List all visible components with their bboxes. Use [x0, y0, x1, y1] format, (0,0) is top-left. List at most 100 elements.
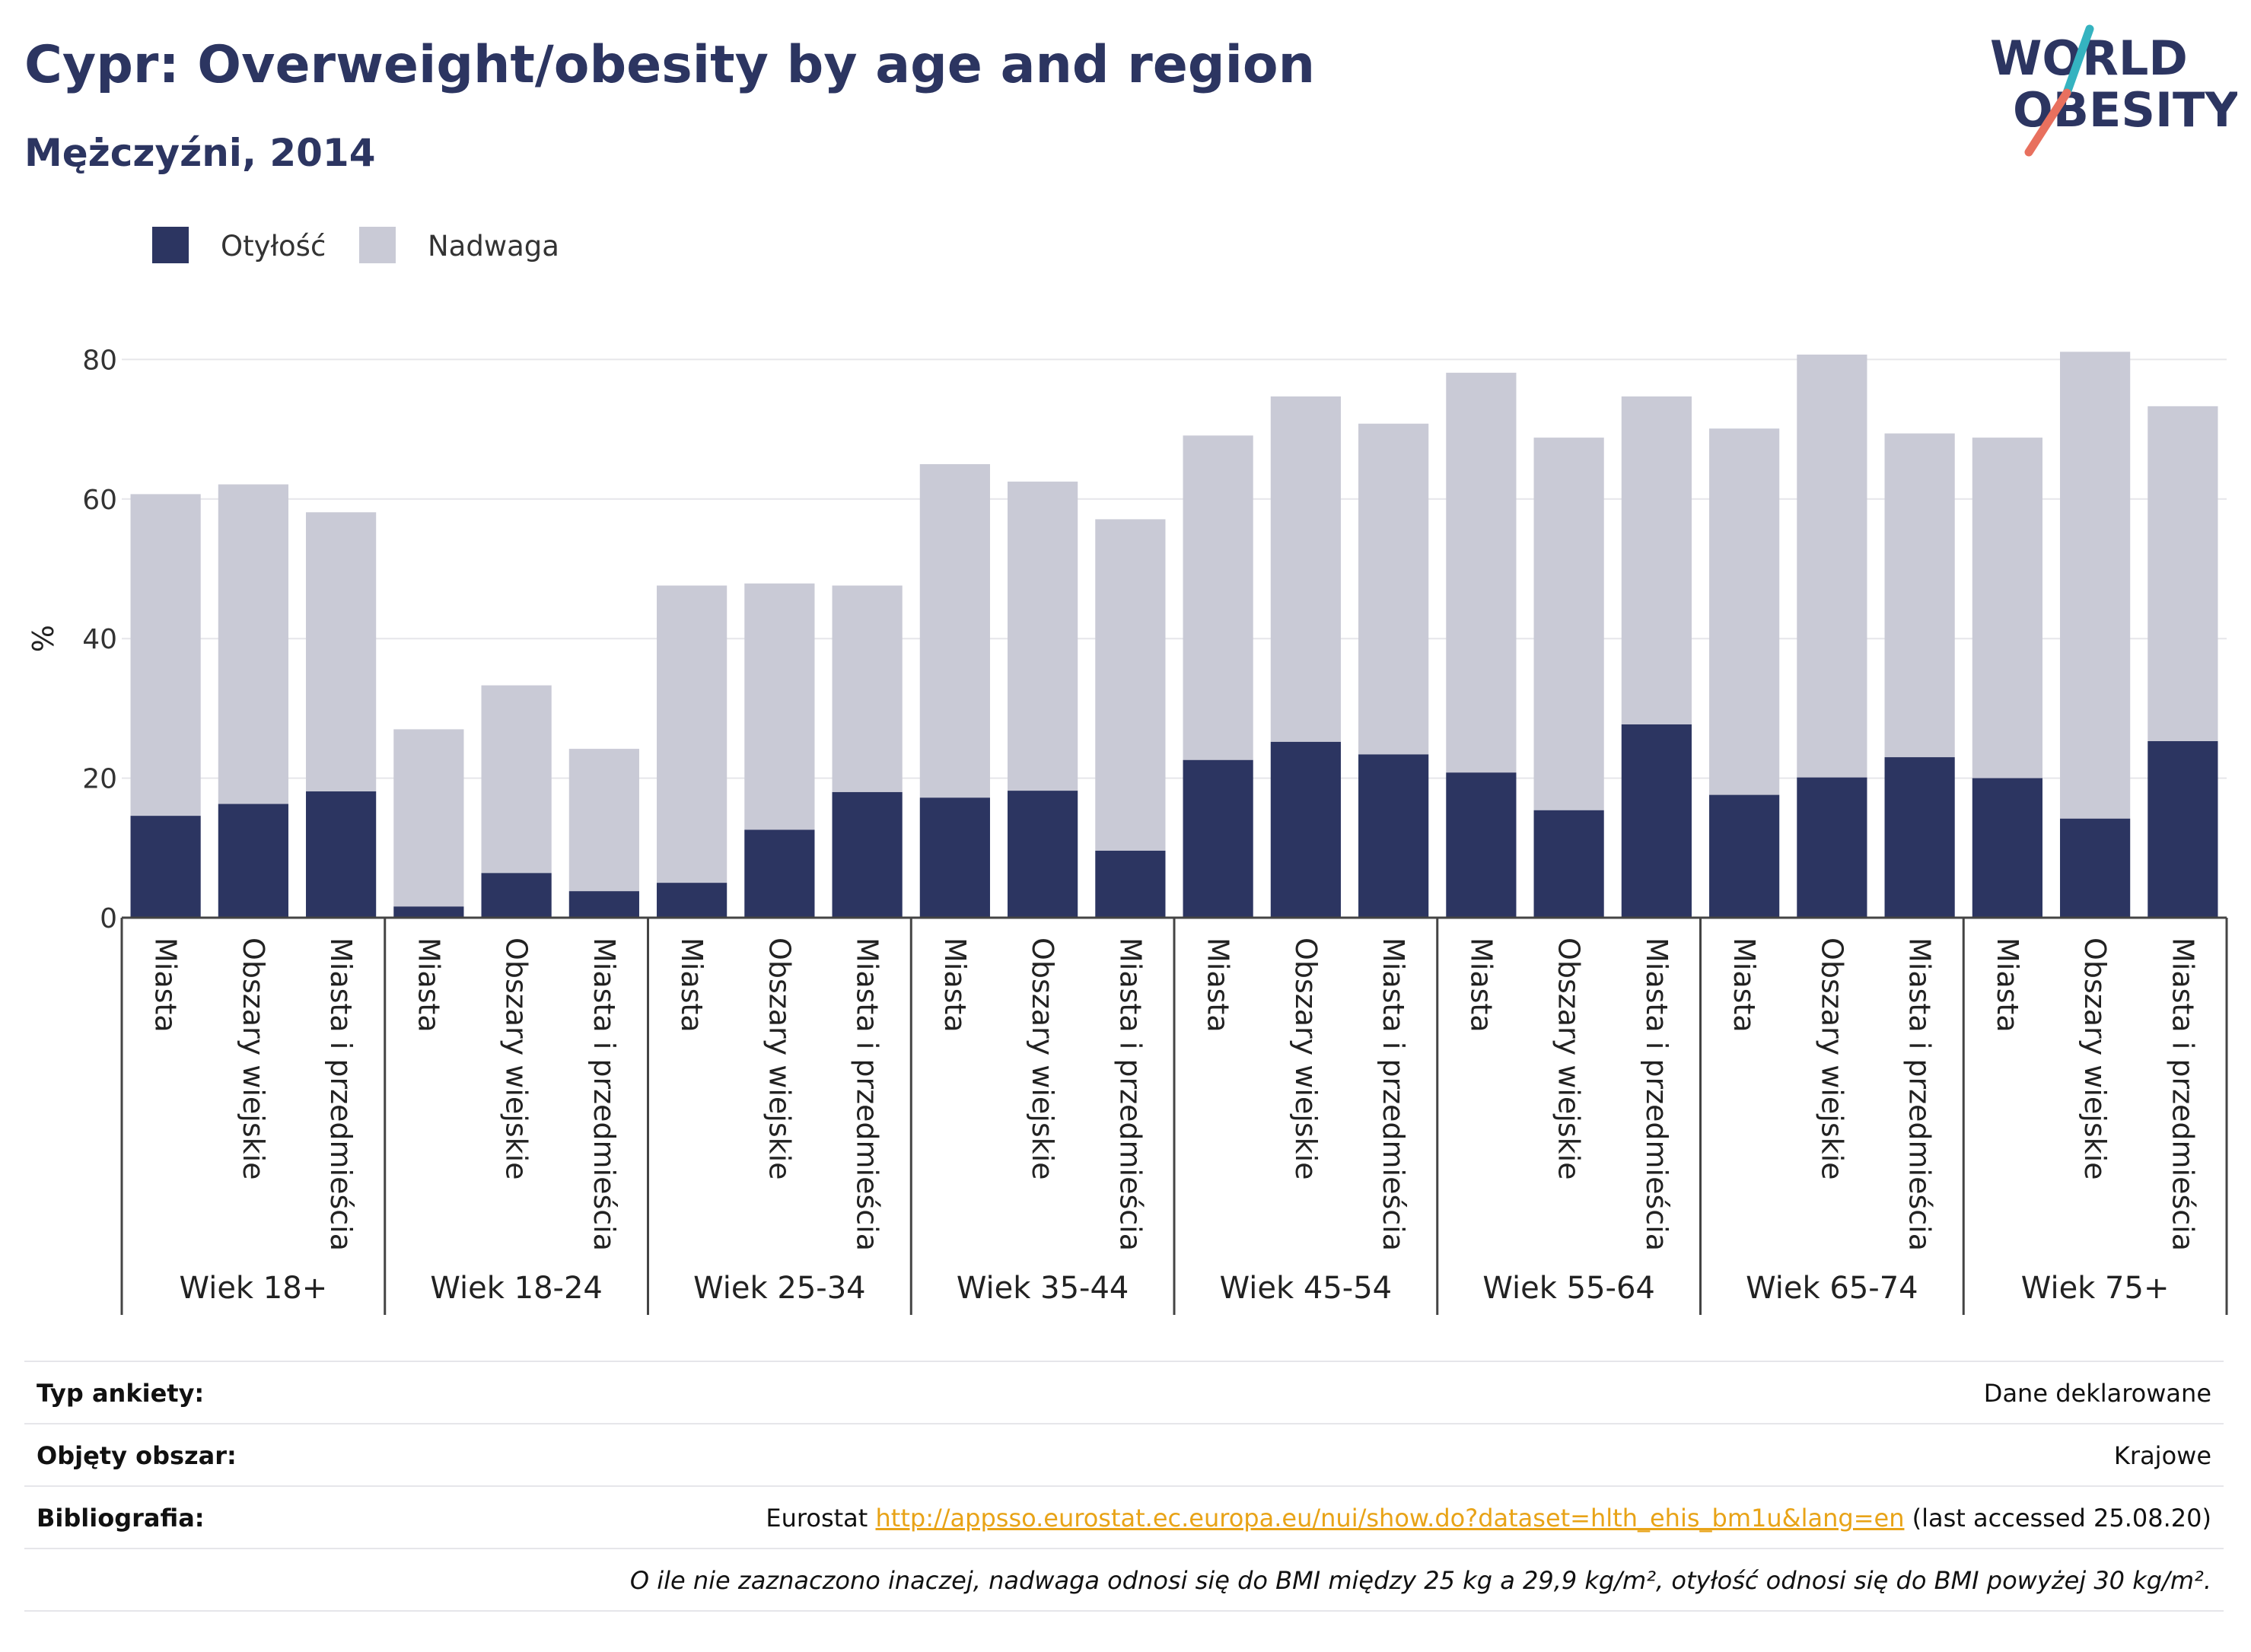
bar-overweight	[657, 585, 728, 883]
x-subcategory-label: Obszary wiejskie	[1815, 937, 1848, 1180]
y-tick-label: 0	[100, 903, 117, 934]
stacked-bar-chart: 0 20 40 60 80% Miasta Obszary wiejskie Miasta i…	[27, 345, 2228, 1315]
legend-swatch-obesity	[152, 227, 189, 263]
legend-label-obesity: Otyłość	[221, 230, 326, 263]
x-subcategory-label: Obszary wiejskie	[1026, 937, 1059, 1180]
bmi-definition-note: O ile nie zaznaczono inaczej, nadwaga od…	[629, 1566, 2211, 1595]
x-group-label: Wiek 55-64	[1482, 1271, 1655, 1306]
x-subcategory-label: Miasta i przedmieścia	[1903, 937, 1937, 1251]
bar-overweight	[1533, 438, 1604, 810]
bibliography-value: Eurostat http://appsso.eurostat.ec.europ…	[766, 1504, 2211, 1533]
bar-overweight	[2060, 352, 2131, 819]
x-subcategory-label: Miasta i przedmieścia	[324, 937, 358, 1251]
x-subcategory-label: Miasta i przedmieścia	[2166, 937, 2199, 1251]
x-subcategory-label: Miasta i przedmieścia	[1377, 937, 1410, 1251]
bar-overweight	[130, 494, 201, 816]
meta-row-coverage: Objęty obszar: Krajowe	[24, 1423, 2224, 1487]
y-tick-label: 40	[82, 624, 117, 655]
bar-overweight	[832, 585, 903, 792]
table-bottom-rule	[24, 1610, 2224, 1612]
bibliography-suffix: (last accessed 25.08.20)	[1904, 1504, 2211, 1533]
bar-overweight	[1621, 396, 1692, 724]
legend-label-overweight: Nadwaga	[428, 230, 559, 263]
bibliography-prefix: Eurostat	[766, 1504, 876, 1533]
coverage-label: Objęty obszar:	[37, 1441, 237, 1470]
bar-overweight	[393, 729, 464, 907]
logo-word-obesity: OBESITY	[2013, 82, 2237, 138]
y-tick-label: 60	[82, 485, 117, 516]
x-subcategory-label: Miasta	[675, 937, 708, 1033]
bar-obesity	[218, 804, 288, 918]
bar-obesity	[306, 791, 377, 918]
bar-obesity	[2148, 740, 2218, 918]
x-subcategory-label: Obszary wiejskie	[763, 937, 796, 1180]
y-axis-label: %	[27, 625, 60, 652]
bar-obesity	[568, 891, 639, 918]
x-subcategory-label: Miasta i przedmieścia	[1640, 937, 1673, 1251]
bar-obesity	[1095, 850, 1166, 918]
x-subcategory-label: Obszary wiejskie	[1289, 937, 1323, 1180]
bar-overweight	[919, 463, 990, 798]
bar-overweight	[1797, 354, 1867, 778]
bar-obesity	[657, 883, 728, 918]
world-obesity-logo: WORLD OBESITY	[1990, 24, 2237, 157]
x-subcategory-label: Obszary wiejskie	[237, 937, 270, 1180]
x-group-label: Wiek 25-34	[693, 1271, 866, 1306]
x-subcategory-label: Obszary wiejskie	[2078, 937, 2112, 1180]
bar-overweight	[306, 512, 377, 792]
bar-overweight	[1709, 428, 1780, 795]
bar-overweight	[1358, 423, 1429, 755]
meta-row-bibliography: Bibliografia: Eurostat http://appsso.eur…	[24, 1485, 2224, 1549]
bar-overweight	[744, 583, 815, 830]
x-subcategory-label: Miasta i przedmieścia	[587, 937, 621, 1251]
x-subcategory-label: Miasta	[149, 937, 183, 1033]
x-group-label: Wiek 45-54	[1220, 1271, 1393, 1306]
bar-obesity	[919, 797, 990, 918]
x-group-label: Wiek 35-44	[957, 1271, 1129, 1306]
bar-obesity	[1358, 754, 1429, 918]
meta-row-note: O ile nie zaznaczono inaczej, nadwaga od…	[24, 1548, 2224, 1612]
bar-obesity	[1797, 777, 1867, 918]
bar-obesity	[832, 791, 903, 918]
coverage-value: Krajowe	[2113, 1441, 2211, 1470]
x-subcategory-label: Obszary wiejskie	[500, 937, 533, 1180]
x-subcategory-label: Miasta	[412, 937, 445, 1033]
bar-obesity	[1884, 757, 1955, 918]
bar-obesity	[393, 906, 464, 918]
x-subcategory-label: Miasta	[1991, 937, 2024, 1033]
x-group-label: Wiek 18-24	[430, 1271, 603, 1306]
logo-slash-teal	[2062, 24, 2094, 97]
x-group-label: Wiek 75+	[2021, 1271, 2170, 1306]
bar-overweight	[1446, 372, 1517, 773]
x-subcategory-label: Miasta	[1202, 937, 1235, 1033]
bibliography-label: Bibliografia:	[37, 1504, 205, 1533]
bar-obesity	[1709, 794, 1780, 918]
x-group-label: Wiek 18+	[180, 1271, 328, 1306]
legend-swatch-overweight	[359, 227, 396, 263]
survey-type-label: Typ ankiety:	[37, 1379, 205, 1408]
bar-overweight	[1972, 438, 2042, 778]
x-subcategory-label: Obszary wiejskie	[1552, 937, 1586, 1180]
y-tick-label: 20	[82, 764, 117, 795]
bar-obesity	[744, 829, 815, 918]
bar-overweight	[1095, 519, 1166, 851]
x-subcategory-label: Miasta i przedmieścia	[1113, 937, 1147, 1251]
bar-overweight	[481, 685, 552, 874]
bar-overweight	[568, 749, 639, 892]
bar-overweight	[1008, 481, 1078, 791]
meta-row-survey-type: Typ ankiety: Dane deklarowane	[24, 1361, 2224, 1424]
bar-obesity	[1972, 778, 2042, 918]
survey-type-value: Dane deklarowane	[1983, 1379, 2211, 1408]
x-group-label: Wiek 65-74	[1746, 1271, 1918, 1306]
bar-obesity	[1621, 724, 1692, 918]
bibliography-link[interactable]: http://appsso.eurostat.ec.europa.eu/nui/…	[875, 1504, 1905, 1533]
x-subcategory-label: Miasta	[1464, 937, 1498, 1033]
bar-overweight	[1183, 435, 1253, 760]
y-tick-label: 80	[82, 345, 117, 376]
bar-overweight	[218, 484, 288, 804]
bar-overweight	[1270, 396, 1341, 742]
bar-overweight	[1884, 433, 1955, 758]
bar-obesity	[130, 816, 201, 918]
bar-obesity	[1446, 772, 1517, 918]
bar-obesity	[2060, 818, 2131, 918]
